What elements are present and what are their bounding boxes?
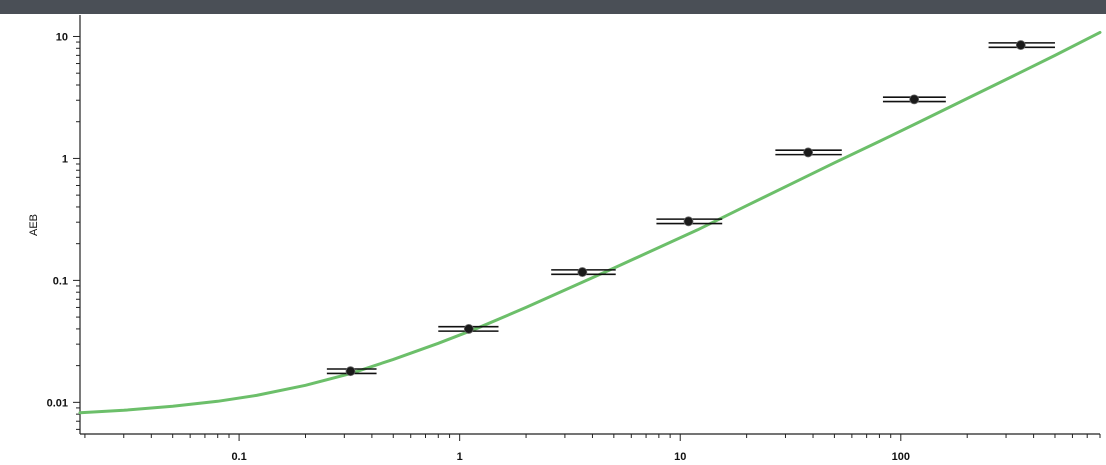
data-marker bbox=[1015, 40, 1026, 50]
data-marker bbox=[803, 147, 814, 158]
data-point bbox=[551, 267, 616, 277]
data-point bbox=[438, 324, 499, 334]
x-tick-label: 1 bbox=[457, 451, 463, 463]
data-marker bbox=[463, 324, 474, 334]
y-tick-label: 0.01 bbox=[47, 397, 68, 409]
data-point bbox=[775, 147, 842, 158]
data-marker bbox=[909, 94, 920, 105]
data-point bbox=[326, 366, 377, 377]
data-points-layer bbox=[326, 40, 1055, 377]
data-marker bbox=[345, 366, 356, 377]
y-tick-label: 10 bbox=[56, 31, 68, 43]
data-marker bbox=[577, 267, 588, 277]
top-border-band bbox=[0, 0, 1106, 14]
data-point bbox=[882, 94, 946, 105]
x-tick-label: 10 bbox=[674, 451, 686, 463]
x-tick-label: 0.1 bbox=[231, 451, 246, 463]
y-tick-label: 0.1 bbox=[53, 275, 68, 287]
data-point bbox=[988, 40, 1055, 50]
y-axis-label: AEB bbox=[28, 214, 40, 236]
x-tick-label: 100 bbox=[892, 451, 910, 463]
axes-layer: 0.1 1 10 100 0.01 0.1 1 10 bbox=[47, 15, 1101, 463]
fit-curve-layer bbox=[78, 30, 1102, 415]
data-marker bbox=[683, 216, 694, 227]
fit-curve bbox=[78, 30, 1102, 415]
y-tick-label: 1 bbox=[62, 153, 68, 165]
data-point bbox=[656, 216, 723, 227]
